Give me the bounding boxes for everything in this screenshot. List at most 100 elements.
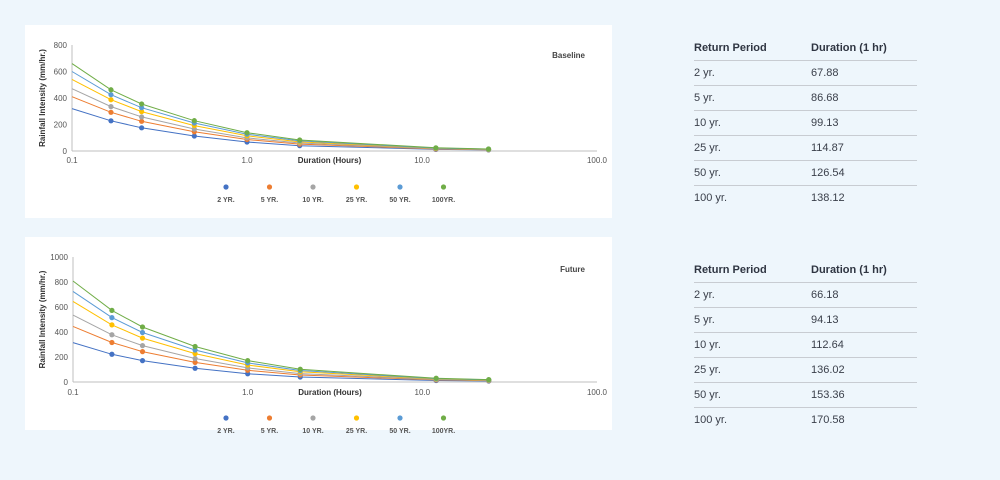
legend-marker: [266, 415, 273, 421]
series-line: [71, 96, 489, 151]
data-point: [109, 339, 115, 346]
data-point: [139, 349, 146, 355]
x-tick-label: 10.0: [415, 388, 431, 397]
series-line: [71, 63, 489, 150]
table-row: 50 yr. 153.36: [694, 382, 917, 408]
x-tick-label: 1.0: [241, 156, 253, 165]
return-period-cell: 10 yr.: [694, 110, 811, 136]
return-period-cell: 100 yr.: [694, 192, 728, 204]
data-point: [108, 97, 114, 103]
x-tick-label: 100.0: [587, 156, 608, 165]
return-period-cell: 50 yr.: [694, 382, 811, 408]
data-point: [139, 335, 146, 341]
legend-label: 25 YR.: [346, 197, 367, 204]
intensity-cell: 66.18: [811, 282, 917, 308]
x-tick-label: 0.1: [66, 156, 78, 165]
future-chart: 0 200 400 600 800 1000 0.1 1.0 10.0 100.0 Rainfall…: [38, 253, 608, 435]
data-point: [245, 358, 251, 364]
data-point: [109, 351, 115, 357]
table-header-row: Return Period Duration (1 hr): [694, 34, 917, 61]
legend-label: 5 YR.: [261, 428, 278, 435]
y-tick-label: 200: [55, 353, 69, 362]
data-point: [192, 365, 198, 371]
return-period-cell: 2 yr.: [694, 282, 811, 308]
y-tick-label: 0: [63, 147, 68, 156]
intensity-cell: 112.64: [811, 332, 917, 358]
x-tick-label: 10.0: [414, 156, 430, 165]
data-point: [297, 137, 303, 143]
y-tick-label: 0: [64, 378, 69, 387]
y-tick-label: 400: [55, 328, 69, 337]
data-point: [109, 332, 115, 338]
return-period-header: Return Period: [694, 256, 811, 283]
legend-label: 10 YR.: [302, 197, 323, 204]
baseline-chart: 0 200 400 600 800 0.1 1.0 10.0 100.0 Rainfall Int…: [38, 41, 608, 204]
intensity-cell: 67.88: [811, 60, 917, 86]
legend-marker: [310, 184, 316, 190]
legend-marker: [310, 415, 316, 421]
table-row: 2 yr. 66.18: [694, 282, 917, 308]
table-row: 50 yr. 126.54: [694, 160, 917, 186]
baseline-chart-card: 0 200 400 600 800 0.1 1.0 10.0 100.0 Rainfall Int…: [25, 25, 612, 218]
data-point: [109, 322, 115, 328]
data-point: [139, 114, 145, 120]
duration-header: Duration (1 hr): [811, 256, 917, 283]
data-point: [191, 118, 197, 124]
table-row: 100 yr. 138.12: [694, 186, 917, 211]
data-point: [433, 375, 439, 381]
data-point: [139, 324, 146, 330]
legend-label: 100YR.: [432, 428, 455, 435]
table-row: 5 yr. 86.68: [694, 85, 917, 111]
x-axis-title: Duration (Hours): [298, 388, 362, 397]
data-point: [139, 358, 146, 364]
data-point: [139, 109, 145, 115]
legend-marker: [223, 415, 229, 421]
legend-label: 5 YR.: [261, 197, 278, 204]
data-point: [139, 101, 145, 107]
data-point: [192, 359, 198, 365]
return-period-cell: 5 yr.: [694, 307, 811, 333]
legend-label: 50 YR.: [389, 428, 410, 435]
data-point: [109, 315, 115, 321]
legend-label: 2 YR.: [217, 197, 234, 204]
x-tick-label: 1.0: [242, 388, 254, 397]
legend-label: 50 YR.: [389, 197, 410, 204]
data-point: [108, 104, 114, 110]
series-line: [71, 108, 489, 151]
data-point: [192, 355, 198, 362]
return-period-cell: 100 yr.: [694, 414, 728, 426]
baseline-idf-table: Return Period Duration (1 hr) 2 yr. 67.88…: [694, 34, 917, 210]
data-point: [297, 366, 303, 372]
x-axis-title: Duration (Hours): [298, 156, 362, 165]
data-point: [109, 307, 115, 313]
y-axis-title: Rainfall Intensity (mm/hr.): [38, 270, 47, 368]
data-point: [139, 118, 145, 124]
return-period-cell: 25 yr.: [694, 357, 811, 383]
data-point: [139, 125, 145, 131]
table-row: 25 yr. 114.87: [694, 135, 917, 161]
legend-label: 10 YR.: [302, 428, 323, 435]
data-point: [108, 87, 114, 93]
y-axis-title: Rainfall Intensity (mm/hr.): [38, 49, 47, 147]
chart-tag: Baseline: [552, 51, 585, 60]
table-row: 10 yr. 99.13: [694, 110, 917, 136]
data-point: [244, 130, 250, 136]
future-chart-card: 0 200 400 600 800 1000 0.1 1.0 10.0 100.0 Rainfall…: [25, 237, 612, 435]
data-point: [486, 377, 492, 383]
intensity-cell: 99.13: [811, 110, 917, 136]
data-point: [108, 92, 114, 98]
x-tick-label: 0.1: [67, 388, 79, 397]
table-row: 5 yr. 94.13: [694, 307, 917, 333]
duration-header: Duration (1 hr): [811, 34, 917, 61]
table-row: 2 yr. 67.88: [694, 60, 917, 86]
y-tick-label: 400: [54, 94, 68, 103]
series-line: [72, 290, 489, 381]
y-tick-label: 800: [55, 278, 69, 287]
table-header-row: Return Period Duration (1 hr): [694, 256, 917, 283]
intensity-cell: 126.54: [811, 160, 917, 186]
data-point: [108, 118, 114, 124]
legend-marker: [353, 415, 360, 421]
data-point: [433, 145, 439, 151]
x-tick-label: 100.0: [587, 388, 608, 397]
data-point: [108, 109, 114, 115]
